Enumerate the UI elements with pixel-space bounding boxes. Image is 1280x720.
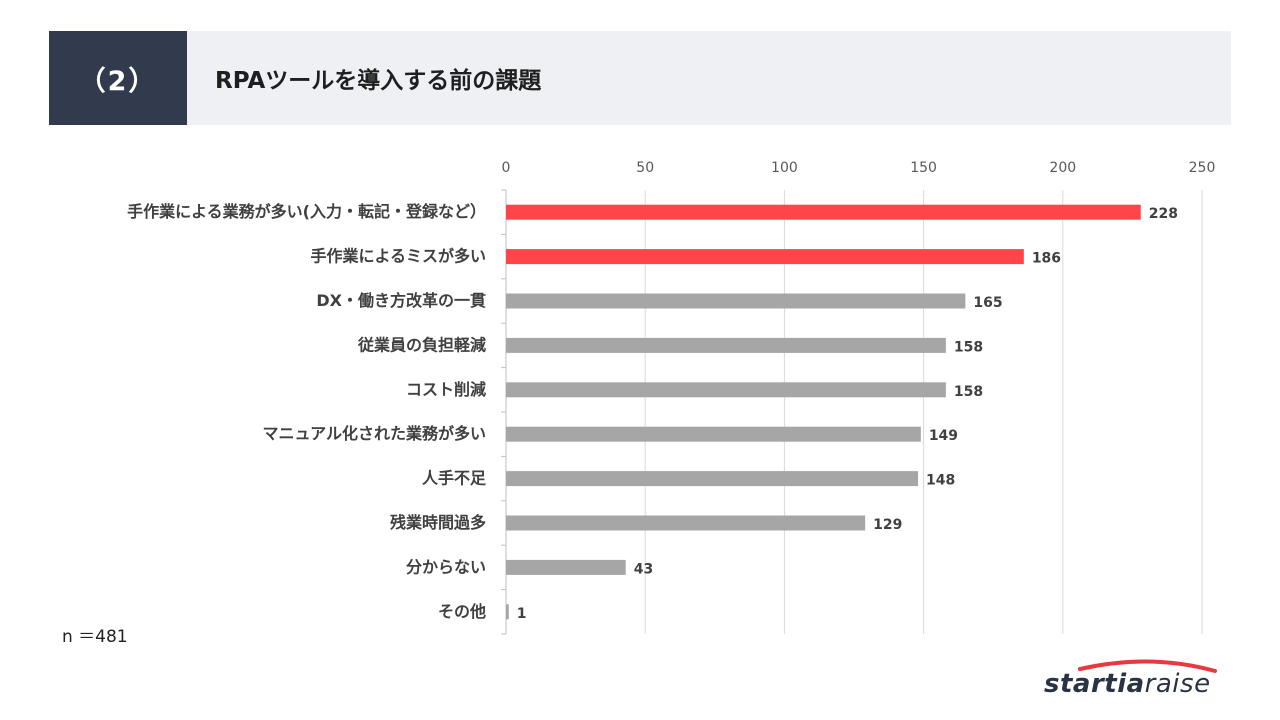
x-tick-label: 50 [636,160,654,176]
header-banner: （2） RPAツールを導入する前の課題 [49,31,1231,125]
bar [506,204,1141,220]
bar [506,515,866,531]
sample-size-note: n ＝481 [62,627,128,647]
x-tick-label: 100 [771,160,798,176]
bar [506,604,509,620]
category-label: DX・働き方改革の一貫 [316,291,486,310]
bar [506,382,946,398]
bar [506,293,966,309]
category-label: コスト削減 [406,380,486,399]
bar [506,471,919,487]
bar [506,337,946,353]
logo-bold-text: startia [1044,669,1145,699]
category-label: 手作業によるミスが多い [310,247,486,266]
data-label: 149 [929,428,958,444]
data-label: 228 [1149,206,1178,222]
data-label: 186 [1032,251,1061,267]
data-label: 158 [954,339,983,355]
bar [506,559,626,575]
data-label: 129 [873,517,902,533]
data-label: 1 [517,606,527,622]
data-label: 165 [973,295,1002,311]
data-label: 43 [634,561,653,577]
logo-swoosh-icon [1078,659,1217,673]
category-label: その他 [438,602,486,621]
data-label: 158 [954,384,983,400]
logo-light-text: raise [1144,669,1211,699]
bar [506,249,1024,265]
section-number: （2） [49,31,187,125]
page-title: RPAツールを導入する前の課題 [215,68,542,94]
category-label: 残業時間過多 [390,513,486,532]
x-tick-label: 200 [1049,160,1076,176]
x-tick-label: 0 [502,160,511,176]
bar [506,426,921,442]
category-label: 従業員の負担軽減 [357,335,486,354]
data-label: 148 [926,473,955,489]
category-label: 人手不足 [422,469,487,488]
startia-raise-logo: startiaraise [1040,655,1225,705]
category-label: マニュアル化された業務が多い [262,424,486,443]
x-tick-label: 150 [910,160,937,176]
category-label: 分からない [406,557,486,576]
category-label: 手作業による業務が多い(入力・転記・登録など） [127,202,486,221]
x-tick-label: 250 [1189,160,1216,176]
